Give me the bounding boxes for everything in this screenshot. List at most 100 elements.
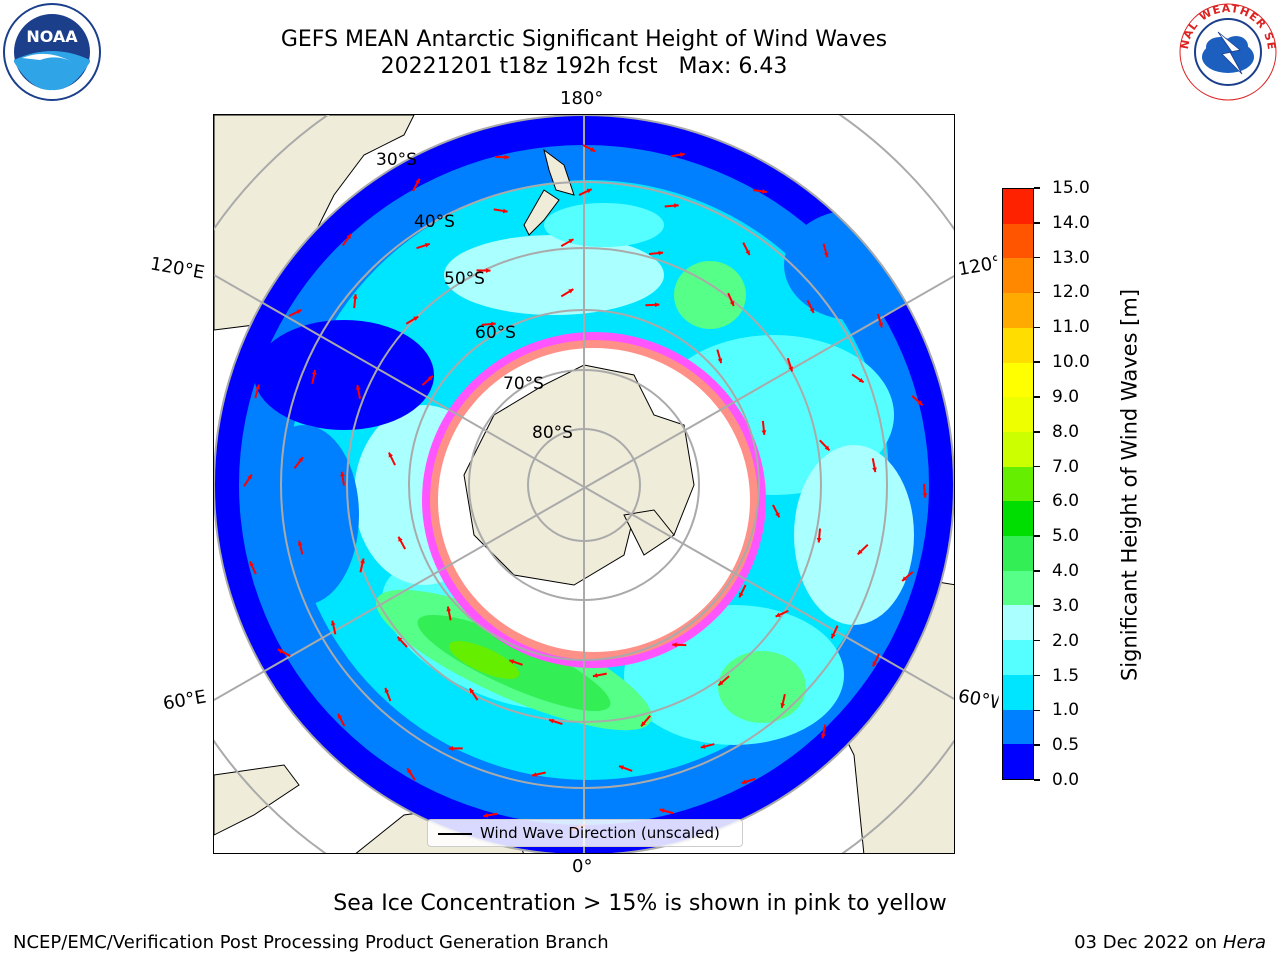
wind-arrow-head xyxy=(872,661,877,667)
wind-arrow-head xyxy=(415,178,420,184)
colorbar-tick-label: 10.0 xyxy=(1052,352,1090,373)
wind-arrow-head xyxy=(775,612,781,617)
wind-arrow-head xyxy=(809,307,814,313)
lat-label-30s: 30°S xyxy=(376,150,417,170)
polar-map xyxy=(214,115,954,853)
lat-label-40s: 40°S xyxy=(414,212,455,232)
wind-arrow-head xyxy=(700,744,706,749)
colorbar-tick xyxy=(1034,674,1040,677)
wind-arrow-head xyxy=(674,203,679,208)
lon-label-0: 0° xyxy=(572,856,593,877)
wind-arrow-head xyxy=(298,457,303,463)
wind-arrow-head xyxy=(858,377,864,383)
colorbar-segment xyxy=(1003,397,1033,432)
wind-arrow-head xyxy=(816,537,822,543)
colorbar-tick-label: 15.0 xyxy=(1052,178,1090,198)
colorbar-tick xyxy=(1034,535,1040,537)
wind-arrow-head xyxy=(388,452,394,458)
wind-arrow-head xyxy=(424,242,430,248)
colorbar-tick xyxy=(1034,639,1040,642)
colorbar-tick-label: 6.0 xyxy=(1052,491,1080,512)
wind-arrow-head xyxy=(762,189,767,194)
colorbar-tick-label: 5.0 xyxy=(1052,526,1080,547)
wind-arrow-head xyxy=(448,746,454,751)
colorbar-tick-label: 9.0 xyxy=(1052,386,1080,407)
lon-label-120e: 120°E xyxy=(148,253,207,284)
wind-arrow-head xyxy=(384,687,390,693)
wind-arrow-head xyxy=(504,154,509,160)
colorbar-tick-label: 0.0 xyxy=(1052,770,1080,790)
wind-arrow-head xyxy=(729,300,735,306)
legend-label: Wind Wave Direction (unscaled) xyxy=(480,824,720,842)
wind-arrow-head xyxy=(717,358,723,364)
colorbar-segment xyxy=(1003,431,1033,467)
colorbar-tick-label: 0.5 xyxy=(1052,735,1080,756)
colorbar-segment xyxy=(1003,293,1033,328)
wind-arrow-head xyxy=(337,713,343,719)
lat-label-50s: 50°S xyxy=(444,269,485,289)
sea-ice-note: Sea Ice Concentration > 15% is shown in … xyxy=(333,891,947,916)
lon-label-60e: 60°E xyxy=(161,686,208,715)
colorbar-tick xyxy=(1034,396,1040,398)
colorbar-tick-label: 2.0 xyxy=(1052,630,1080,651)
footer-date-text: 03 Dec 2022 on xyxy=(1074,932,1218,953)
wind-arrow-head xyxy=(824,445,830,451)
lon-label-180: 180° xyxy=(560,88,604,109)
colorbar-segment xyxy=(1003,466,1033,502)
colorbar-tick xyxy=(1034,500,1040,503)
colorbar-segment xyxy=(1003,640,1033,675)
wind-arrow-head xyxy=(641,721,646,727)
legend-line-icon xyxy=(438,833,472,835)
colorbar-segment xyxy=(1003,327,1033,363)
wind-arrow-head xyxy=(549,718,554,724)
wind-arrow-head xyxy=(355,385,361,390)
wind-arrow-head xyxy=(491,321,496,327)
colorbar-tick-label: 14.0 xyxy=(1052,212,1090,233)
wind-arrow-head xyxy=(532,772,537,777)
colorbar-segment xyxy=(1003,362,1033,398)
wind-arrow-head xyxy=(568,289,574,294)
wind-arrow-head xyxy=(878,322,883,328)
colorbar-tick xyxy=(1034,744,1040,746)
map-legend: Wind Wave Direction (unscaled) xyxy=(427,819,743,847)
chart-title: GEFS MEAN Antarctic Significant Height o… xyxy=(280,27,888,52)
footer-date: 03 Dec 2022 on Hera xyxy=(1074,932,1266,953)
colorbar-tick-label: 12.0 xyxy=(1052,282,1090,303)
colorbar-tick xyxy=(1034,326,1040,329)
lon-label-60w: 60°W xyxy=(956,685,1000,714)
wind-arrow-head xyxy=(590,147,596,152)
wind-arrow-head xyxy=(820,733,826,739)
graticule xyxy=(214,115,954,853)
colorbar-tick xyxy=(1034,570,1040,572)
colorbar-tick-label: 8.0 xyxy=(1052,421,1080,442)
nws-logo-icon: NATIONAL WEATHER SERVICE xyxy=(1178,2,1277,101)
colorbar-tick xyxy=(1034,709,1040,712)
noaa-logo-icon: NOAA xyxy=(3,3,101,101)
lat-label-80s: 80°S xyxy=(532,423,573,443)
footer-credit: NCEP/EMC/Verification Post Processing Pr… xyxy=(13,932,609,953)
wind-arrow-head xyxy=(654,302,660,308)
wind-arrow-head xyxy=(413,316,419,321)
wind-arrow-head xyxy=(745,250,750,256)
colorbar-tick xyxy=(1034,256,1040,259)
wind-arrow-head xyxy=(857,549,863,555)
wind-arrow-head xyxy=(592,673,598,678)
new-zealand-south xyxy=(523,189,560,236)
wind-arrow-head xyxy=(360,558,365,564)
wind-arrow-head xyxy=(249,561,254,567)
wind-arrow-head xyxy=(296,309,302,314)
footer-machine: Hera xyxy=(1222,932,1266,953)
wind-arrow-head xyxy=(398,536,403,542)
wind-arrow-head xyxy=(739,592,744,598)
colorbar-segment xyxy=(1003,605,1033,641)
wind-arrow-head xyxy=(428,375,433,381)
colorbar-tick xyxy=(1034,779,1040,781)
colorbar-tick-label: 4.0 xyxy=(1052,561,1080,582)
wind-arrow-head xyxy=(446,606,452,612)
wind-arrow-head xyxy=(718,680,724,686)
map-frame: Wind Wave Direction (unscaled) xyxy=(213,114,955,854)
colorbar-segment xyxy=(1003,501,1033,537)
wind-arrow-head xyxy=(658,250,664,256)
wind-arrow-head xyxy=(831,633,836,639)
lat-label-60s: 60°S xyxy=(475,323,516,343)
